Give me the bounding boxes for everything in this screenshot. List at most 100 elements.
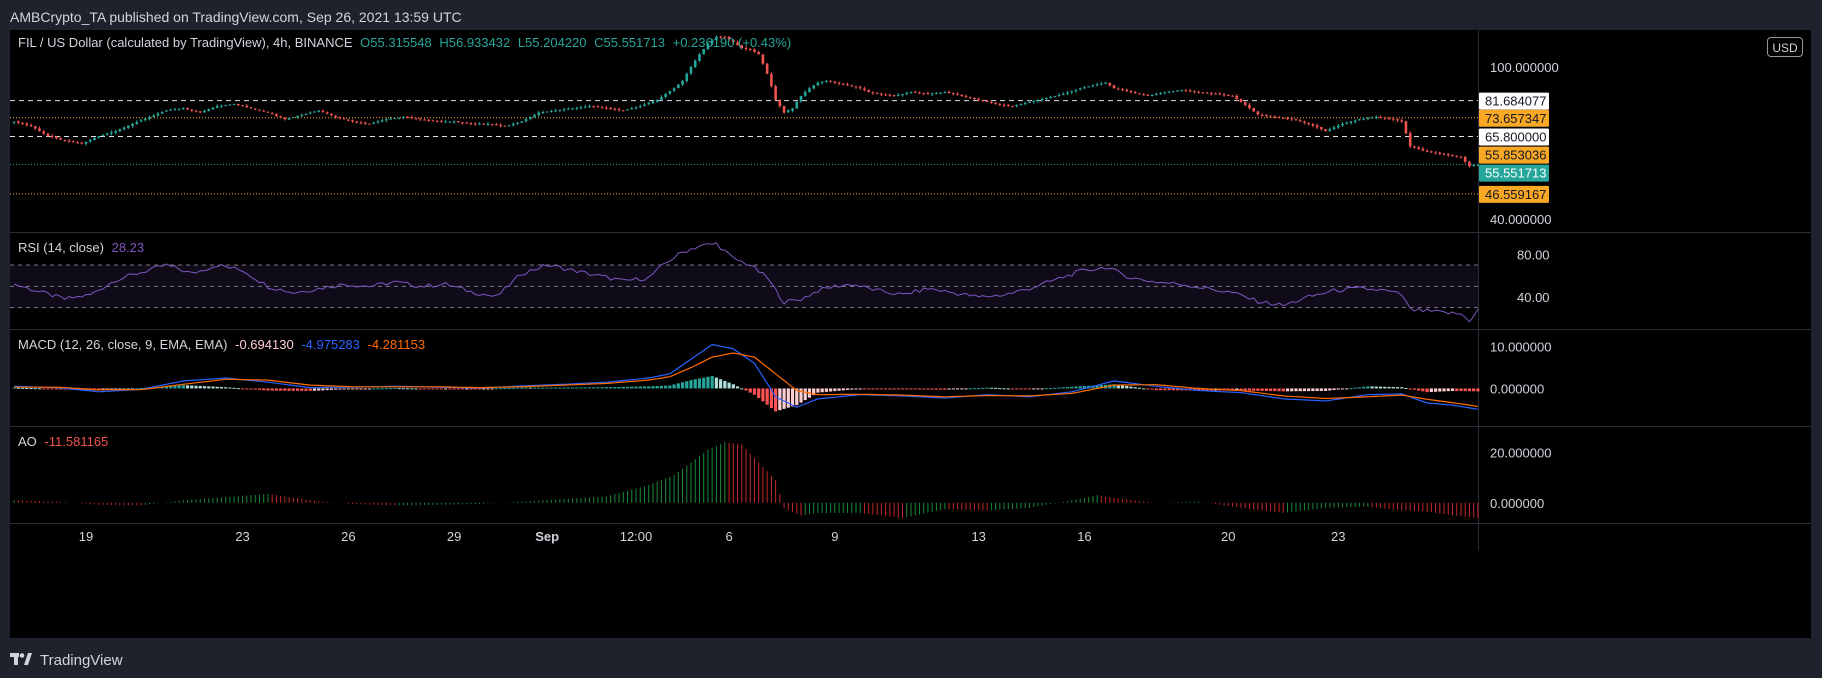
candle-body	[1011, 105, 1014, 107]
candle-body	[457, 121, 460, 123]
macd-histogram-bar	[871, 388, 875, 390]
candle-body	[770, 73, 773, 87]
macd-histogram-bar	[609, 387, 613, 389]
candle-body	[668, 91, 672, 94]
time-axis-label: 16	[1077, 529, 1091, 544]
macd-histogram-bar	[380, 388, 384, 390]
price-label-text: 46.559167	[1485, 187, 1546, 202]
candle-body	[1332, 127, 1336, 130]
candle-body	[1070, 91, 1074, 93]
macd-histogram-bar	[355, 388, 359, 390]
macd-histogram-bar	[570, 387, 575, 389]
macd-histogram-bar	[719, 379, 723, 389]
candle-body	[638, 106, 642, 108]
time-axis-label: 9	[831, 529, 838, 544]
macd-histogram-bar	[452, 388, 456, 390]
chart-canvas[interactable]: 100.000000 40.000000 81.684077 73.657347 65.…	[10, 30, 1811, 638]
footer-brand[interactable]: TradingView	[40, 651, 123, 669]
time-axis-label: 29	[447, 529, 461, 544]
candle-body	[93, 137, 96, 140]
macd-histogram-bar	[215, 386, 219, 389]
candle-body	[702, 48, 705, 55]
tradingview-logo-icon	[10, 653, 32, 665]
macd-histogram-bar	[1002, 388, 1006, 390]
macd-histogram-bar	[283, 388, 287, 391]
candle-body	[1408, 133, 1412, 147]
candle-body	[990, 101, 993, 104]
macd-histogram-bar	[583, 387, 587, 389]
candle-body	[1049, 96, 1052, 99]
candle-body	[237, 104, 240, 106]
candle-body	[1159, 93, 1162, 95]
candle-body	[29, 125, 33, 127]
candle-body	[1087, 86, 1090, 88]
macd-histogram-bar	[1036, 388, 1040, 390]
macd-histogram-bar	[1268, 388, 1273, 392]
macd-histogram-bar	[968, 388, 972, 390]
candle-body	[330, 113, 333, 116]
candle-body	[21, 123, 24, 125]
macd-histogram-bar	[448, 388, 452, 390]
macd-histogram-bar	[507, 387, 511, 389]
macd-histogram-bar	[1010, 388, 1015, 390]
macd-histogram-bar	[774, 388, 778, 412]
macd-histogram-bar	[1040, 388, 1044, 390]
macd-histogram-bar	[1298, 388, 1302, 392]
symbol-title[interactable]: FIL / US Dollar (calculated by TradingVi…	[18, 35, 353, 50]
candle-body	[1353, 120, 1357, 122]
macd-histogram-bar	[1391, 386, 1395, 389]
candle-body	[67, 140, 71, 142]
macd-histogram-bar	[228, 387, 232, 389]
candle-body	[105, 133, 109, 135]
candle-body	[837, 82, 841, 84]
candle-body	[622, 110, 625, 112]
macd-histogram-bar	[219, 386, 224, 389]
candle-body	[528, 116, 532, 119]
candle-body	[1446, 154, 1450, 156]
chart-frame[interactable]: 100.000000 40.000000 81.684077 73.657347 65.…	[10, 30, 1811, 638]
ao-label[interactable]: AO	[18, 434, 37, 449]
macd-histogram-bar	[1459, 388, 1463, 392]
macd-histogram-bar	[812, 388, 816, 396]
macd-histogram-bar	[1433, 388, 1438, 392]
macd-histogram-bar	[752, 388, 757, 395]
candle-body	[935, 93, 938, 95]
macd-histogram-bar	[511, 387, 515, 389]
candle-body	[1472, 165, 1475, 167]
candle-body	[1053, 95, 1057, 97]
ao-tick-label: 20.000000	[1490, 445, 1551, 460]
macd-histogram-bar	[42, 388, 46, 390]
candle-body	[1239, 98, 1243, 102]
macd-histogram-bar	[397, 388, 401, 390]
macd-histogram-bar	[363, 388, 367, 390]
candle-body	[418, 118, 422, 120]
macd-histogram-bar	[1311, 388, 1315, 392]
candle-body	[964, 95, 968, 97]
candle-body	[1214, 93, 1217, 95]
candle-body	[681, 80, 684, 85]
macd-histogram-bar	[1400, 387, 1404, 389]
macd-histogram-bar	[334, 388, 338, 390]
macd-histogram-bar	[1425, 388, 1429, 393]
macd-histogram-bar	[909, 388, 913, 390]
candle-body	[114, 131, 117, 133]
candle-body	[76, 142, 79, 144]
candle-body	[440, 121, 443, 123]
candle-body	[258, 109, 261, 111]
macd-histogram-bar	[1476, 388, 1480, 392]
candle-body	[732, 39, 735, 43]
candle-body	[207, 109, 211, 112]
currency-button[interactable]: USD	[1767, 37, 1803, 57]
macd-histogram-bar	[12, 387, 16, 389]
macd-label[interactable]: MACD (12, 26, close, 9, EMA, EMA)	[18, 337, 228, 352]
macd-histogram-bar	[1074, 386, 1078, 389]
candle-body	[1057, 94, 1061, 96]
candle-body	[249, 107, 253, 109]
macd-histogram-bar	[1429, 388, 1433, 392]
macd-histogram-bar	[207, 386, 211, 389]
macd-histogram-bar	[253, 388, 257, 390]
macd-histogram-bar	[405, 388, 410, 390]
macd-histogram-bar	[816, 388, 820, 393]
price-label-text: 65.800000	[1485, 129, 1546, 144]
rsi-label[interactable]: RSI (14, close)	[18, 240, 104, 255]
